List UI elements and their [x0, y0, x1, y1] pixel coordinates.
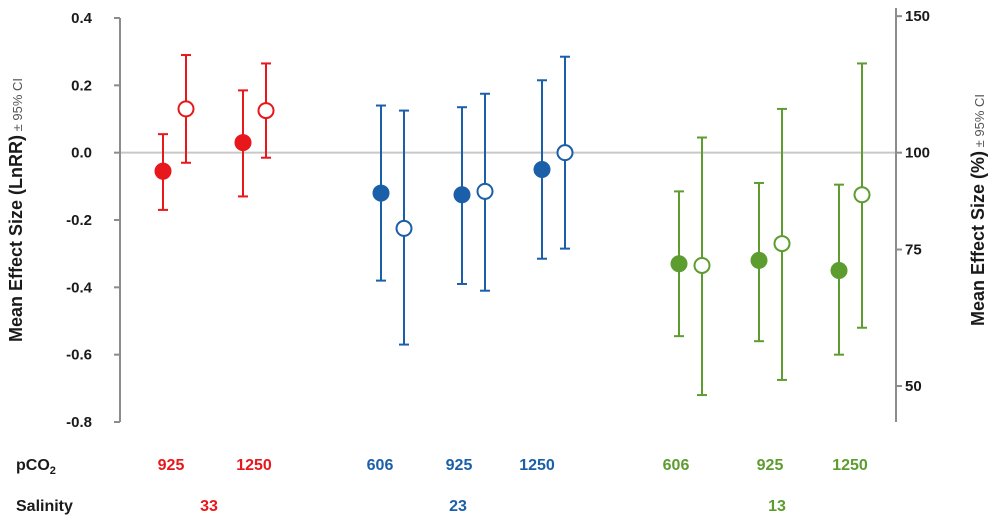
- right-axis-title: Mean Effect Size (%) ± 95% CI: [968, 94, 988, 326]
- left-axis-tick-label: 0.0: [71, 145, 92, 162]
- pco2-value-label: 1250: [236, 457, 272, 474]
- point-filled: [453, 186, 471, 204]
- salinity-row-label: Salinity: [16, 498, 73, 515]
- pco2-value-label: 925: [446, 457, 473, 474]
- salinity-value-label: 33: [200, 498, 218, 515]
- pco2-value-label: 606: [663, 457, 690, 474]
- point-filled: [154, 162, 172, 180]
- data-marks: [154, 54, 871, 397]
- pco2-value-label: 606: [367, 457, 394, 474]
- point-open: [177, 100, 195, 118]
- point-open: [556, 144, 574, 162]
- left-axis-tick-label: 0.4: [71, 10, 93, 27]
- left-axis-tick-label: 0.2: [71, 77, 92, 94]
- pco2-value-label: 1250: [519, 457, 555, 474]
- category-labels: 925 1250 33 606 925 1250 23 606 925 1250 13 pCO2 Sal…: [16, 457, 868, 515]
- salinity-value-label: 23: [449, 498, 467, 515]
- point-open: [395, 219, 413, 237]
- salinity-value-label: 13: [768, 498, 786, 515]
- point-open: [476, 182, 494, 200]
- right-axis-tick-label: 150: [905, 8, 930, 25]
- point-open: [693, 256, 711, 274]
- point-open: [257, 102, 275, 120]
- right-axis-tick-label: 75: [905, 242, 922, 259]
- point-open: [853, 186, 871, 204]
- right-axis-tick-label: 100: [905, 145, 930, 162]
- point-filled: [533, 161, 551, 178]
- left-axis-tick-label: -0.6: [66, 347, 92, 364]
- left-axis-tick-label: -0.4: [66, 279, 93, 296]
- axes: 0.4 0.2 0.0 -0.2 -0.4 -0.6 -0.8 150 100 75 50 Mean …: [6, 8, 988, 431]
- right-axis-tick-label: 50: [905, 378, 922, 395]
- left-axis-tick-label: -0.2: [66, 212, 92, 229]
- point-filled: [670, 255, 688, 273]
- point-filled: [830, 262, 848, 279]
- left-axis-title: Mean Effect Size (LnRR) ± 95% CI: [6, 78, 26, 342]
- point-open: [773, 235, 791, 253]
- pco2-value-label: 1250: [832, 457, 868, 474]
- point-filled: [372, 184, 390, 202]
- left-axis-tick-label: -0.8: [66, 414, 92, 431]
- pco2-row-label: pCO2: [16, 457, 56, 477]
- point-filled: [234, 134, 252, 152]
- point-filled: [750, 251, 768, 269]
- pco2-value-label: 925: [757, 457, 784, 474]
- pco2-value-label: 925: [158, 457, 185, 474]
